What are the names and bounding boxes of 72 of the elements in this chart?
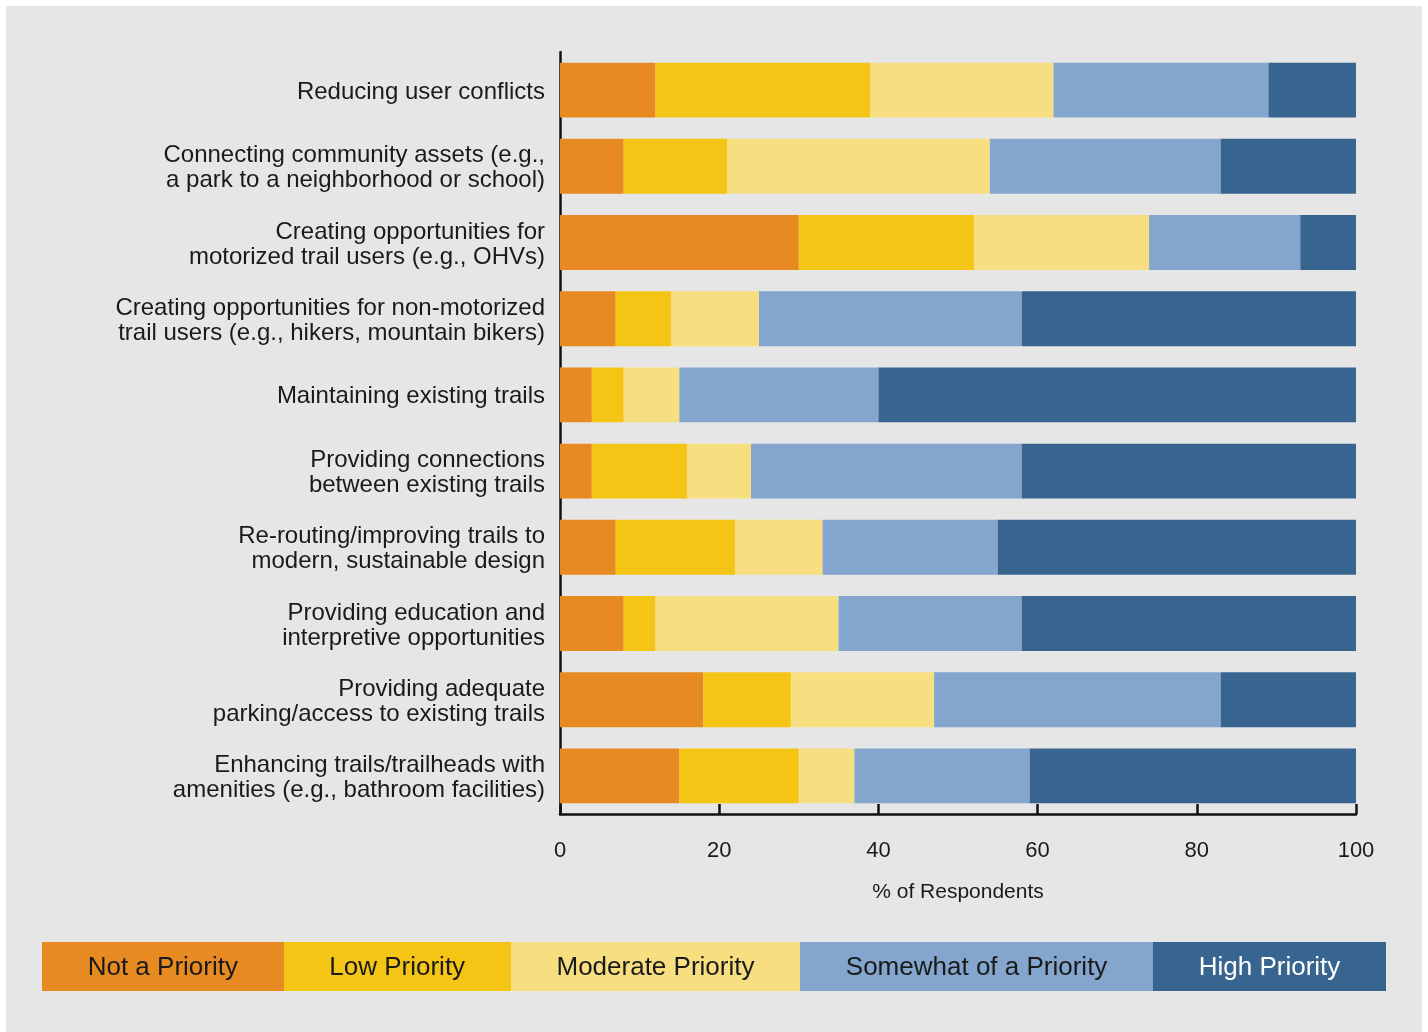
bar <box>623 596 656 651</box>
bar <box>655 62 871 118</box>
bar <box>997 519 1356 575</box>
bar <box>878 367 1356 423</box>
text: Low Priority <box>283 942 511 991</box>
y-tick-label: Maintaining existing trails <box>276 381 545 409</box>
bar <box>560 367 592 423</box>
bar <box>759 291 1022 347</box>
bar <box>854 748 1030 804</box>
bar <box>560 672 704 728</box>
y-tick-label: Enhancing trails/trailheads with amenities (e.g., bathroom facilities) <box>172 749 545 802</box>
bar <box>560 443 592 499</box>
bar <box>591 443 688 499</box>
x-tick-label: 40 <box>866 836 891 862</box>
bar <box>560 596 624 651</box>
bar <box>679 748 799 804</box>
bar <box>679 367 879 423</box>
bar <box>560 748 680 804</box>
bar <box>623 138 728 194</box>
x-tick-label: 100 <box>1337 836 1375 862</box>
bar <box>560 519 616 575</box>
bar <box>615 291 672 347</box>
text: Somewhat of a Priority <box>800 942 1154 991</box>
y-tick-label: Creating opportunities for motorized trail users (e.g., OHVs) <box>188 216 546 269</box>
bar <box>1021 596 1356 651</box>
bar <box>798 748 855 804</box>
bar <box>671 291 759 347</box>
bar <box>1220 138 1356 194</box>
bar <box>934 672 1221 728</box>
bar <box>1149 215 1301 270</box>
x-axis-title: % of Respondents <box>872 879 1044 902</box>
bar <box>560 138 624 194</box>
x-tick-label: 60 <box>1025 836 1050 862</box>
bar <box>822 519 998 575</box>
x-tick-label: 20 <box>706 836 732 862</box>
y-tick-label: Creating opportunities for non-motorized trail users (e.g., hikers, mountain bikers) <box>115 292 545 345</box>
bar <box>790 672 935 728</box>
bar <box>560 291 616 347</box>
bar <box>1029 748 1356 804</box>
y-tick-label: Providing connections between existing trails <box>308 445 545 498</box>
text: Moderate Priority <box>510 942 801 991</box>
bar <box>1021 291 1356 347</box>
y-tick-label: Providing education and interpretive opportunities <box>282 597 545 650</box>
text: Not a Priority <box>42 942 284 991</box>
bar <box>1053 62 1269 118</box>
text: High Priority <box>1153 942 1387 991</box>
y-tick-label: Reducing user conflicts <box>296 76 545 104</box>
y-tick-label: Providing adequate parking/access to existing trails <box>212 673 545 726</box>
bar <box>623 367 680 423</box>
bar <box>838 596 1022 651</box>
bar <box>687 443 752 499</box>
bar <box>989 138 1221 194</box>
bar <box>560 62 656 118</box>
bar <box>1021 443 1356 499</box>
bar <box>615 519 736 575</box>
bar <box>798 215 974 270</box>
bar <box>655 596 839 651</box>
bar <box>1220 672 1356 728</box>
bar <box>1268 62 1356 118</box>
bar <box>751 443 1022 499</box>
bar <box>591 367 624 423</box>
bar <box>727 138 990 194</box>
y-tick-label: Re-routing/improving trails to modern, sustainable design <box>238 521 545 574</box>
bar <box>973 215 1150 270</box>
x-tick-label: 80 <box>1184 836 1210 862</box>
bar <box>735 519 823 575</box>
bar <box>1300 215 1356 270</box>
x-tick-label: 0 <box>553 836 567 862</box>
bar <box>870 62 1054 118</box>
bar <box>703 672 791 728</box>
bar <box>560 215 799 270</box>
y-tick-label: Connecting community assets (e.g., a park to a neighborhood or school) <box>163 140 545 193</box>
